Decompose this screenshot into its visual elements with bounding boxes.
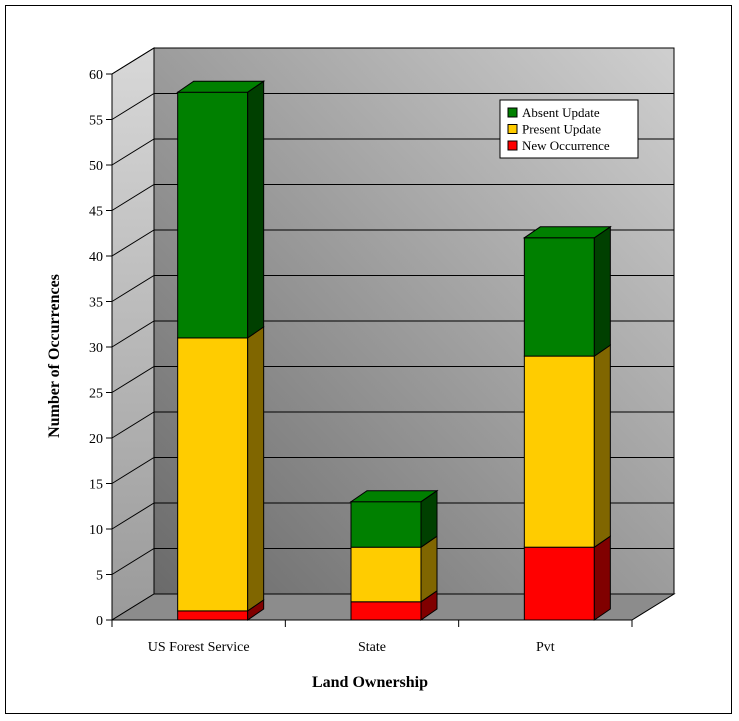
bar-top bbox=[176, 80, 266, 93]
y-tick-label: 10 bbox=[89, 523, 103, 538]
bar-segment bbox=[177, 80, 265, 339]
bar-side bbox=[247, 80, 265, 339]
bar-segment bbox=[350, 589, 438, 621]
gridline bbox=[111, 275, 674, 302]
x-tick-label: Pvt bbox=[536, 640, 555, 655]
bar-side bbox=[593, 535, 611, 621]
gridline bbox=[111, 366, 674, 393]
bar-front bbox=[350, 501, 422, 548]
stacked-bar-chart: 0 5 10 15 20 25 30 35 40 45 50 55 60 US Forest Servic… bbox=[46, 47, 676, 691]
x-axis-title: Land Ownership bbox=[312, 674, 428, 691]
bar-front bbox=[350, 601, 422, 621]
gridline bbox=[111, 411, 674, 439]
axes: 0 5 10 15 20 25 30 35 40 45 50 55 60 US Forest Servic… bbox=[89, 68, 633, 655]
bar-front bbox=[523, 546, 595, 621]
bars bbox=[176, 80, 612, 621]
bar-front bbox=[523, 355, 595, 548]
y-tick-label: 55 bbox=[89, 114, 103, 129]
bar-front bbox=[350, 546, 422, 603]
legend-box bbox=[499, 99, 639, 159]
y-tick-label: 30 bbox=[89, 341, 103, 356]
gridline bbox=[111, 184, 674, 211]
y-tick-label: 35 bbox=[89, 296, 103, 311]
gridline bbox=[111, 457, 674, 484]
y-tick-label: 50 bbox=[89, 159, 103, 174]
x-tick-label: State bbox=[358, 640, 386, 655]
bar-front bbox=[177, 610, 249, 621]
bar-side bbox=[247, 325, 265, 612]
x-tick-label: US Forest Service bbox=[148, 640, 250, 655]
gridline bbox=[111, 320, 674, 348]
chart-frame: 0 5 10 15 20 25 30 35 40 45 50 55 60 US Forest Servic… bbox=[5, 5, 732, 714]
gridline bbox=[111, 548, 674, 575]
y-tick-label: 25 bbox=[89, 387, 103, 402]
y-tick-label: 60 bbox=[89, 68, 103, 83]
bar-stack bbox=[522, 225, 612, 621]
gridline bbox=[111, 229, 674, 257]
bar-segment bbox=[523, 535, 611, 621]
bar-top bbox=[522, 226, 612, 239]
gridline bbox=[111, 502, 674, 530]
y-tick-label: 45 bbox=[89, 205, 103, 220]
y-axis-title: Number of Occurrences bbox=[46, 274, 63, 438]
bar-side bbox=[593, 344, 611, 549]
bar-side bbox=[593, 225, 611, 358]
legend-swatch bbox=[507, 124, 518, 134]
y-tick-label: 5 bbox=[96, 569, 103, 584]
gridline bbox=[111, 93, 674, 120]
legend-swatch bbox=[507, 140, 518, 151]
bar-segment bbox=[350, 489, 438, 549]
bar-stack bbox=[176, 80, 266, 621]
bar-stack bbox=[349, 489, 439, 621]
bar-segment bbox=[523, 225, 611, 358]
y-tick-label: 40 bbox=[89, 250, 103, 265]
y-tick-label: 15 bbox=[89, 478, 103, 493]
bar-top bbox=[349, 490, 439, 503]
bar-segment bbox=[177, 325, 265, 612]
legend-entry: New Occurrence bbox=[522, 138, 610, 153]
bar-front bbox=[177, 91, 249, 339]
legend-swatch bbox=[507, 107, 518, 118]
bar-front bbox=[177, 337, 249, 612]
y-tick-label: 20 bbox=[89, 432, 103, 447]
bar-front bbox=[523, 237, 595, 357]
gridlines bbox=[111, 47, 674, 575]
legend-entry: Present Update bbox=[522, 122, 601, 137]
legend-entry: Absent Update bbox=[522, 105, 600, 120]
bar-segment bbox=[523, 344, 611, 549]
gridline bbox=[111, 47, 674, 75]
y-tick-label: 0 bbox=[96, 614, 103, 629]
